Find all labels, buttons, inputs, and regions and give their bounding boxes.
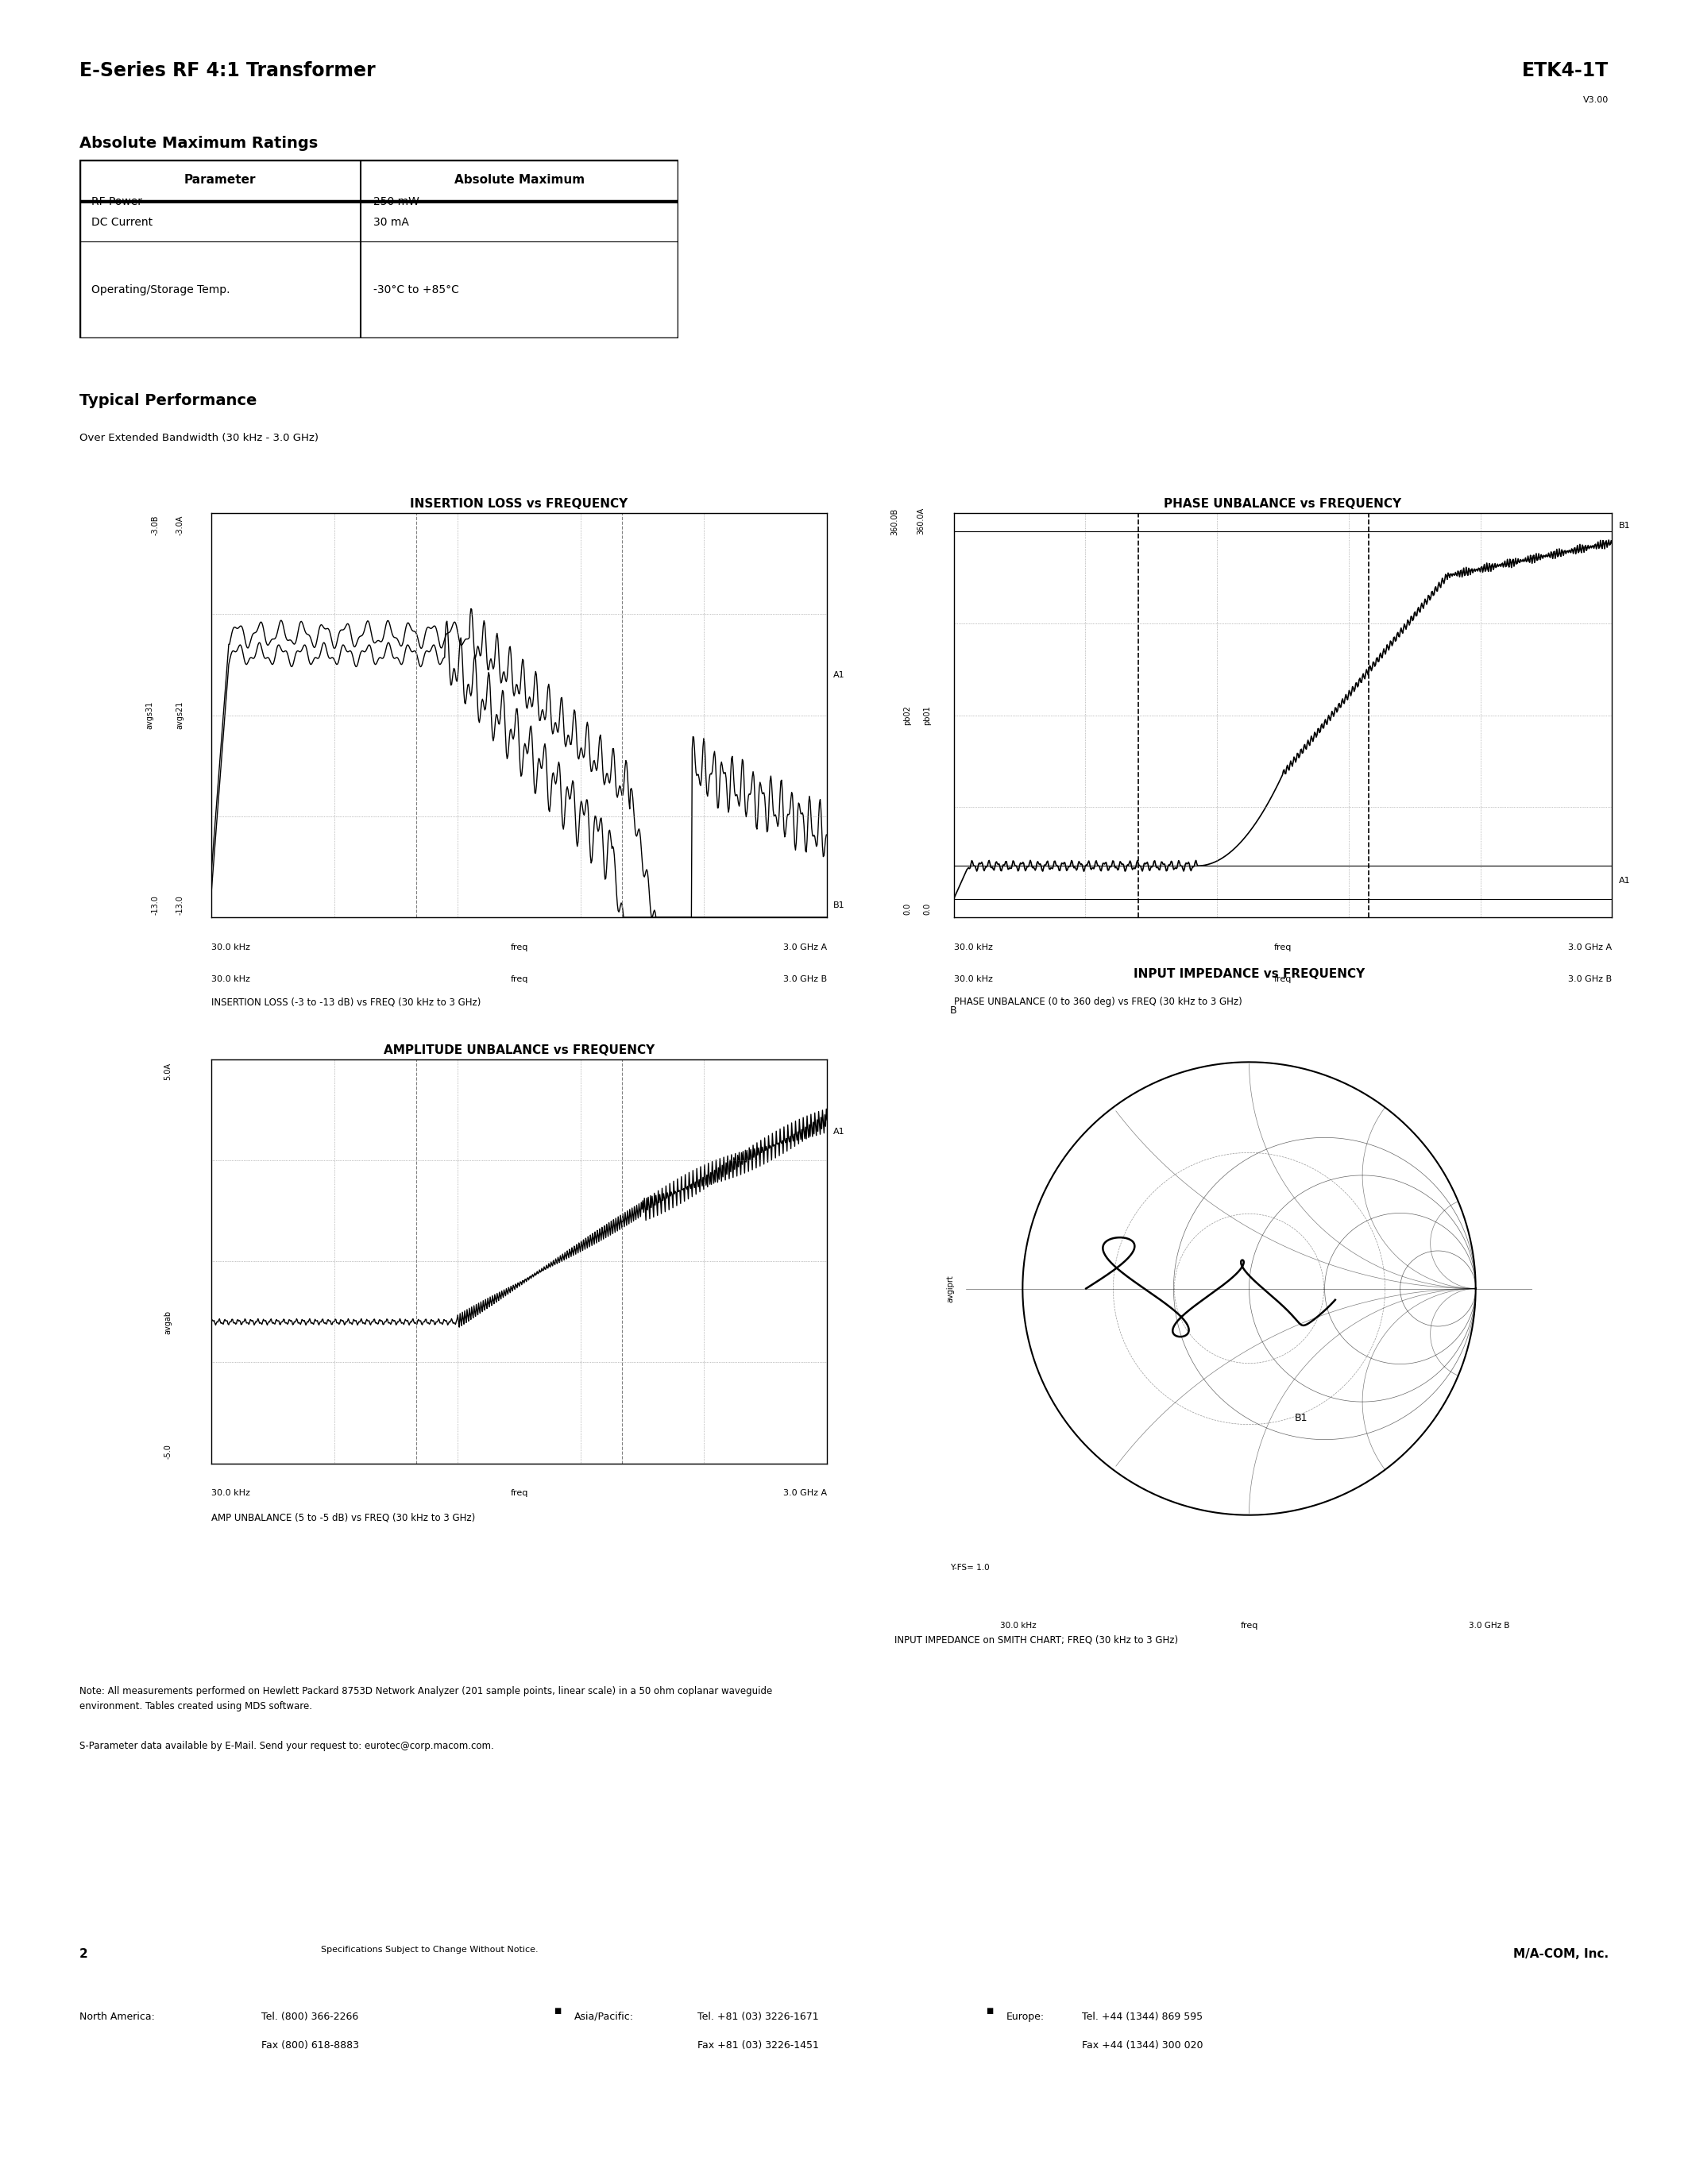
Text: 3.0 GHz B: 3.0 GHz B: [1469, 1623, 1509, 1629]
Text: 30.0 kHz: 30.0 kHz: [211, 976, 250, 983]
Text: AMP UNBALANCE (5 to -5 dB) vs FREQ (30 kHz to 3 GHz): AMP UNBALANCE (5 to -5 dB) vs FREQ (30 k…: [211, 1511, 474, 1522]
Text: ■: ■: [554, 2007, 560, 2016]
Text: Y-FS= 1.0: Y-FS= 1.0: [950, 1564, 989, 1572]
Text: PHASE UNBALANCE (0 to 360 deg) vs FREQ (30 kHz to 3 GHz): PHASE UNBALANCE (0 to 360 deg) vs FREQ (…: [954, 996, 1242, 1007]
Text: Fax +44 (1344) 300 020: Fax +44 (1344) 300 020: [1082, 2040, 1204, 2051]
Text: A1: A1: [834, 1127, 846, 1136]
Text: -13.0: -13.0: [176, 895, 184, 915]
Text: Specifications Subject to Change Without Notice.: Specifications Subject to Change Without…: [321, 1946, 538, 1955]
Text: B1: B1: [1295, 1413, 1308, 1424]
Text: 250 mW: 250 mW: [373, 197, 419, 207]
Text: -5.0: -5.0: [164, 1444, 172, 1459]
Text: B1: B1: [834, 902, 846, 909]
Text: -30°C to +85°C: -30°C to +85°C: [373, 284, 459, 295]
Text: Note: All measurements performed on Hewlett Packard 8753D Network Analyzer (201 : Note: All measurements performed on Hewl…: [79, 1686, 771, 1712]
Text: 30.0 kHz: 30.0 kHz: [211, 943, 250, 952]
Text: Parameter: Parameter: [184, 175, 257, 186]
Text: -3.0B: -3.0B: [152, 515, 160, 535]
Text: RF Power: RF Power: [91, 197, 142, 207]
Text: avgs21: avgs21: [176, 701, 184, 729]
Text: A1: A1: [834, 670, 846, 679]
Title: PHASE UNBALANCE vs FREQUENCY: PHASE UNBALANCE vs FREQUENCY: [1165, 498, 1401, 511]
Text: 360.0B: 360.0B: [891, 507, 898, 535]
Text: Over Extended Bandwidth (30 kHz - 3.0 GHz): Over Extended Bandwidth (30 kHz - 3.0 GH…: [79, 432, 319, 443]
Text: 30.0 kHz: 30.0 kHz: [999, 1623, 1036, 1629]
Text: V3.00: V3.00: [1583, 96, 1609, 105]
Text: B1: B1: [1619, 522, 1631, 529]
Title: INSERTION LOSS vs FREQUENCY: INSERTION LOSS vs FREQUENCY: [410, 498, 628, 511]
Text: Fax (800) 618-8883: Fax (800) 618-8883: [262, 2040, 360, 2051]
Text: Absolute Maximum Ratings: Absolute Maximum Ratings: [79, 135, 317, 151]
Text: freq: freq: [1274, 943, 1291, 952]
Text: freq: freq: [510, 1489, 528, 1498]
Text: 30.0 kHz: 30.0 kHz: [954, 943, 993, 952]
Text: 30.0 kHz: 30.0 kHz: [211, 1489, 250, 1498]
Text: -3.0A: -3.0A: [176, 515, 184, 535]
Text: freq: freq: [1241, 1623, 1258, 1629]
Text: INSERTION LOSS (-3 to -13 dB) vs FREQ (30 kHz to 3 GHz): INSERTION LOSS (-3 to -13 dB) vs FREQ (3…: [211, 996, 481, 1007]
Text: 0.0: 0.0: [923, 904, 932, 915]
Text: 3.0 GHz A: 3.0 GHz A: [1568, 943, 1612, 952]
Text: -13.0: -13.0: [152, 895, 160, 915]
Text: Operating/Storage Temp.: Operating/Storage Temp.: [91, 284, 230, 295]
Text: freq: freq: [510, 976, 528, 983]
Text: 30.0 kHz: 30.0 kHz: [954, 976, 993, 983]
Text: Tel. +44 (1344) 869 595: Tel. +44 (1344) 869 595: [1082, 2011, 1204, 2022]
Text: 2: 2: [79, 1948, 88, 1959]
Text: M/A-COM, Inc.: M/A-COM, Inc.: [1512, 1948, 1609, 1959]
Text: 3.0 GHz B: 3.0 GHz B: [1568, 976, 1612, 983]
Text: pb02: pb02: [903, 705, 912, 725]
Text: Asia/Pacific:: Asia/Pacific:: [574, 2011, 633, 2022]
Text: ■: ■: [986, 2007, 993, 2016]
Text: 5.0A: 5.0A: [164, 1064, 172, 1081]
Text: S-Parameter data available by E-Mail. Send your request to: eurotec@corp.macom.c: S-Parameter data available by E-Mail. Se…: [79, 1741, 495, 1752]
Text: avgiprt: avgiprt: [945, 1275, 954, 1302]
Title: AMPLITUDE UNBALANCE vs FREQUENCY: AMPLITUDE UNBALANCE vs FREQUENCY: [383, 1044, 655, 1057]
Text: Tel. +81 (03) 3226-1671: Tel. +81 (03) 3226-1671: [697, 2011, 819, 2022]
Text: freq: freq: [510, 943, 528, 952]
Text: pb01: pb01: [923, 705, 932, 725]
Text: 3.0 GHz A: 3.0 GHz A: [783, 943, 827, 952]
Text: ETK4-1T: ETK4-1T: [1523, 61, 1609, 81]
Text: North America:: North America:: [79, 2011, 155, 2022]
Text: Tel. (800) 366-2266: Tel. (800) 366-2266: [262, 2011, 360, 2022]
Text: Fax +81 (03) 3226-1451: Fax +81 (03) 3226-1451: [697, 2040, 819, 2051]
Text: A1: A1: [1619, 878, 1631, 885]
Text: 30 mA: 30 mA: [373, 216, 408, 227]
Text: 0.0: 0.0: [903, 904, 912, 915]
Text: Typical Performance: Typical Performance: [79, 393, 257, 408]
Text: freq: freq: [1274, 976, 1291, 983]
Text: INPUT IMPEDANCE on SMITH CHART; FREQ (30 kHz to 3 GHz): INPUT IMPEDANCE on SMITH CHART; FREQ (30…: [895, 1634, 1178, 1645]
Text: 3.0 GHz B: 3.0 GHz B: [783, 976, 827, 983]
Text: avgs31: avgs31: [145, 701, 154, 729]
Text: E-Series RF 4:1 Transformer: E-Series RF 4:1 Transformer: [79, 61, 375, 81]
Text: Absolute Maximum: Absolute Maximum: [454, 175, 586, 186]
Text: B: B: [950, 1005, 957, 1016]
Title: INPUT IMPEDANCE vs FREQUENCY: INPUT IMPEDANCE vs FREQUENCY: [1133, 968, 1366, 981]
Text: Europe:: Europe:: [1006, 2011, 1045, 2022]
Text: 3.0 GHz A: 3.0 GHz A: [783, 1489, 827, 1498]
Text: DC Current: DC Current: [91, 216, 152, 227]
Text: avgab: avgab: [164, 1310, 172, 1334]
Text: 360.0A: 360.0A: [917, 507, 925, 535]
